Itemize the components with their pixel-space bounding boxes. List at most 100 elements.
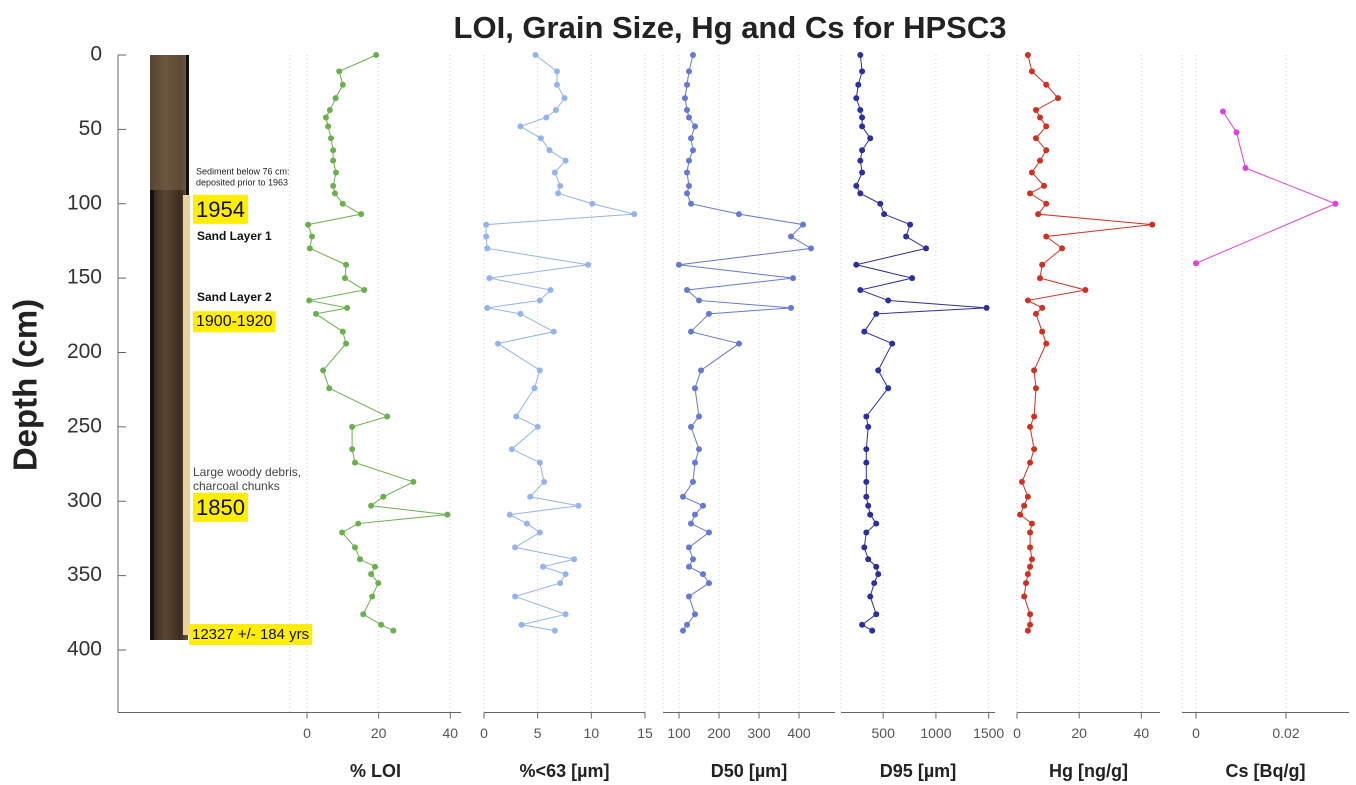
x-tick-label: 15 xyxy=(637,725,653,741)
data-point xyxy=(859,114,866,121)
data-point xyxy=(867,135,874,142)
x-axis-title: % LOI xyxy=(350,761,401,781)
data-point xyxy=(357,556,364,563)
data-point xyxy=(686,593,692,600)
data-point xyxy=(332,95,339,102)
data-point xyxy=(863,478,870,485)
y-axis-title: Depth (cm) xyxy=(7,299,44,471)
data-point xyxy=(909,275,916,282)
annotation: 1900-1920 xyxy=(196,313,273,330)
data-point xyxy=(339,328,346,335)
y-tick-label: 200 xyxy=(67,340,102,363)
data-point xyxy=(1031,446,1038,453)
data-point xyxy=(1021,502,1028,509)
data-point xyxy=(557,580,564,587)
x-tick-label: 0 xyxy=(480,725,488,741)
data-point xyxy=(684,81,690,88)
data-point xyxy=(571,556,578,563)
y-tick-label: 0 xyxy=(90,43,102,66)
data-point xyxy=(527,493,534,500)
data-point xyxy=(692,123,698,130)
x-tick-label: 0 xyxy=(1013,725,1021,741)
data-point xyxy=(1027,529,1034,536)
data-point xyxy=(339,200,346,207)
data-point xyxy=(1028,556,1035,563)
x-tick-label: 40 xyxy=(1134,725,1150,741)
data-point xyxy=(384,413,391,420)
data-point xyxy=(536,367,543,374)
data-point xyxy=(682,95,688,102)
data-point xyxy=(1193,260,1199,267)
data-point xyxy=(551,627,558,634)
data-point xyxy=(494,340,501,347)
annotation: charcoal chunks xyxy=(193,479,280,493)
data-point xyxy=(692,459,698,466)
data-point xyxy=(853,182,860,189)
data-point xyxy=(513,413,520,420)
x-tick-label: 5 xyxy=(534,725,542,741)
data-point xyxy=(680,627,686,634)
data-point xyxy=(349,446,356,453)
series-line xyxy=(1019,54,1153,631)
data-point xyxy=(690,52,696,58)
data-point xyxy=(1031,413,1038,420)
y-tick-label: 350 xyxy=(67,563,102,586)
data-point xyxy=(484,245,491,252)
data-point xyxy=(1031,367,1038,374)
data-point xyxy=(341,275,348,282)
data-point xyxy=(531,385,538,392)
data-point xyxy=(688,135,694,142)
y-tick-label: 250 xyxy=(67,414,102,437)
data-point xyxy=(551,169,558,176)
data-point xyxy=(1059,245,1066,252)
x-tick-label: 0 xyxy=(303,725,311,741)
data-point xyxy=(325,123,332,130)
y-tick-label: 150 xyxy=(67,266,102,289)
data-point xyxy=(1037,157,1044,164)
series-line xyxy=(678,54,813,631)
data-point xyxy=(863,413,870,420)
data-point xyxy=(692,385,698,392)
data-point xyxy=(684,107,690,114)
data-point xyxy=(322,114,329,121)
data-point xyxy=(1043,81,1050,88)
data-point xyxy=(1149,221,1156,228)
data-point xyxy=(857,287,864,294)
data-point xyxy=(380,493,387,500)
x-axis-title: Hg [ng/g] xyxy=(1049,761,1128,781)
data-point xyxy=(923,245,930,252)
data-point xyxy=(518,621,525,628)
data-point xyxy=(358,211,365,218)
data-point xyxy=(857,190,864,197)
data-point xyxy=(343,340,350,347)
data-point xyxy=(706,310,712,317)
series-line xyxy=(855,54,987,632)
data-point xyxy=(1043,233,1050,240)
data-point xyxy=(1043,123,1050,130)
data-point xyxy=(863,493,870,500)
annotation-highlight xyxy=(193,194,248,224)
data-point xyxy=(1043,340,1050,347)
data-point xyxy=(309,233,316,240)
data-point xyxy=(486,275,493,282)
data-point xyxy=(327,135,334,142)
data-point xyxy=(1032,310,1039,317)
data-point xyxy=(536,529,543,536)
x-tick-label: 10 xyxy=(584,725,600,741)
y-tick-label: 300 xyxy=(67,489,102,512)
data-point xyxy=(865,423,872,430)
data-point xyxy=(686,68,692,75)
annotation: deposited prior to 1963 xyxy=(196,177,288,187)
data-point xyxy=(1039,328,1046,335)
data-point xyxy=(1032,107,1039,114)
data-point xyxy=(330,147,337,154)
data-point xyxy=(1024,493,1031,500)
data-point xyxy=(562,157,569,164)
data-point xyxy=(853,95,860,102)
data-point xyxy=(562,571,569,578)
data-point xyxy=(688,200,694,207)
data-point xyxy=(1332,200,1339,207)
x-tick-label: 200 xyxy=(707,725,731,741)
data-point xyxy=(355,520,362,527)
